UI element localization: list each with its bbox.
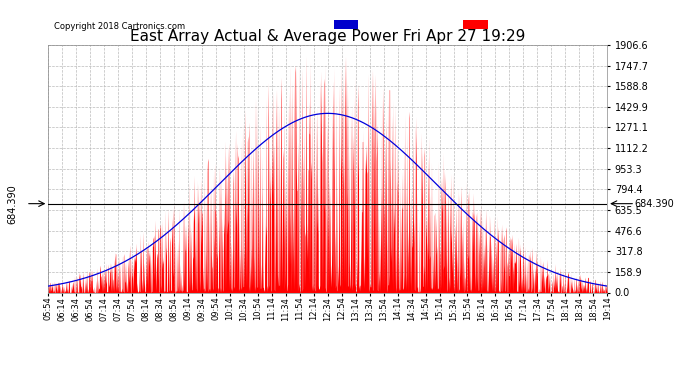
Text: 684.390: 684.390 [635,199,675,208]
Legend: Average  (DC Watts), East Array  (DC Watts): Average (DC Watts), East Array (DC Watts… [332,18,602,32]
Text: Copyright 2018 Cartronics.com: Copyright 2018 Cartronics.com [54,22,185,32]
Text: 684.390: 684.390 [7,184,17,224]
Title: East Array Actual & Average Power Fri Apr 27 19:29: East Array Actual & Average Power Fri Ap… [130,29,526,44]
